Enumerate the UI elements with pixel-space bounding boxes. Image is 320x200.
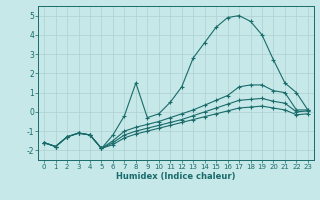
X-axis label: Humidex (Indice chaleur): Humidex (Indice chaleur) — [116, 172, 236, 181]
